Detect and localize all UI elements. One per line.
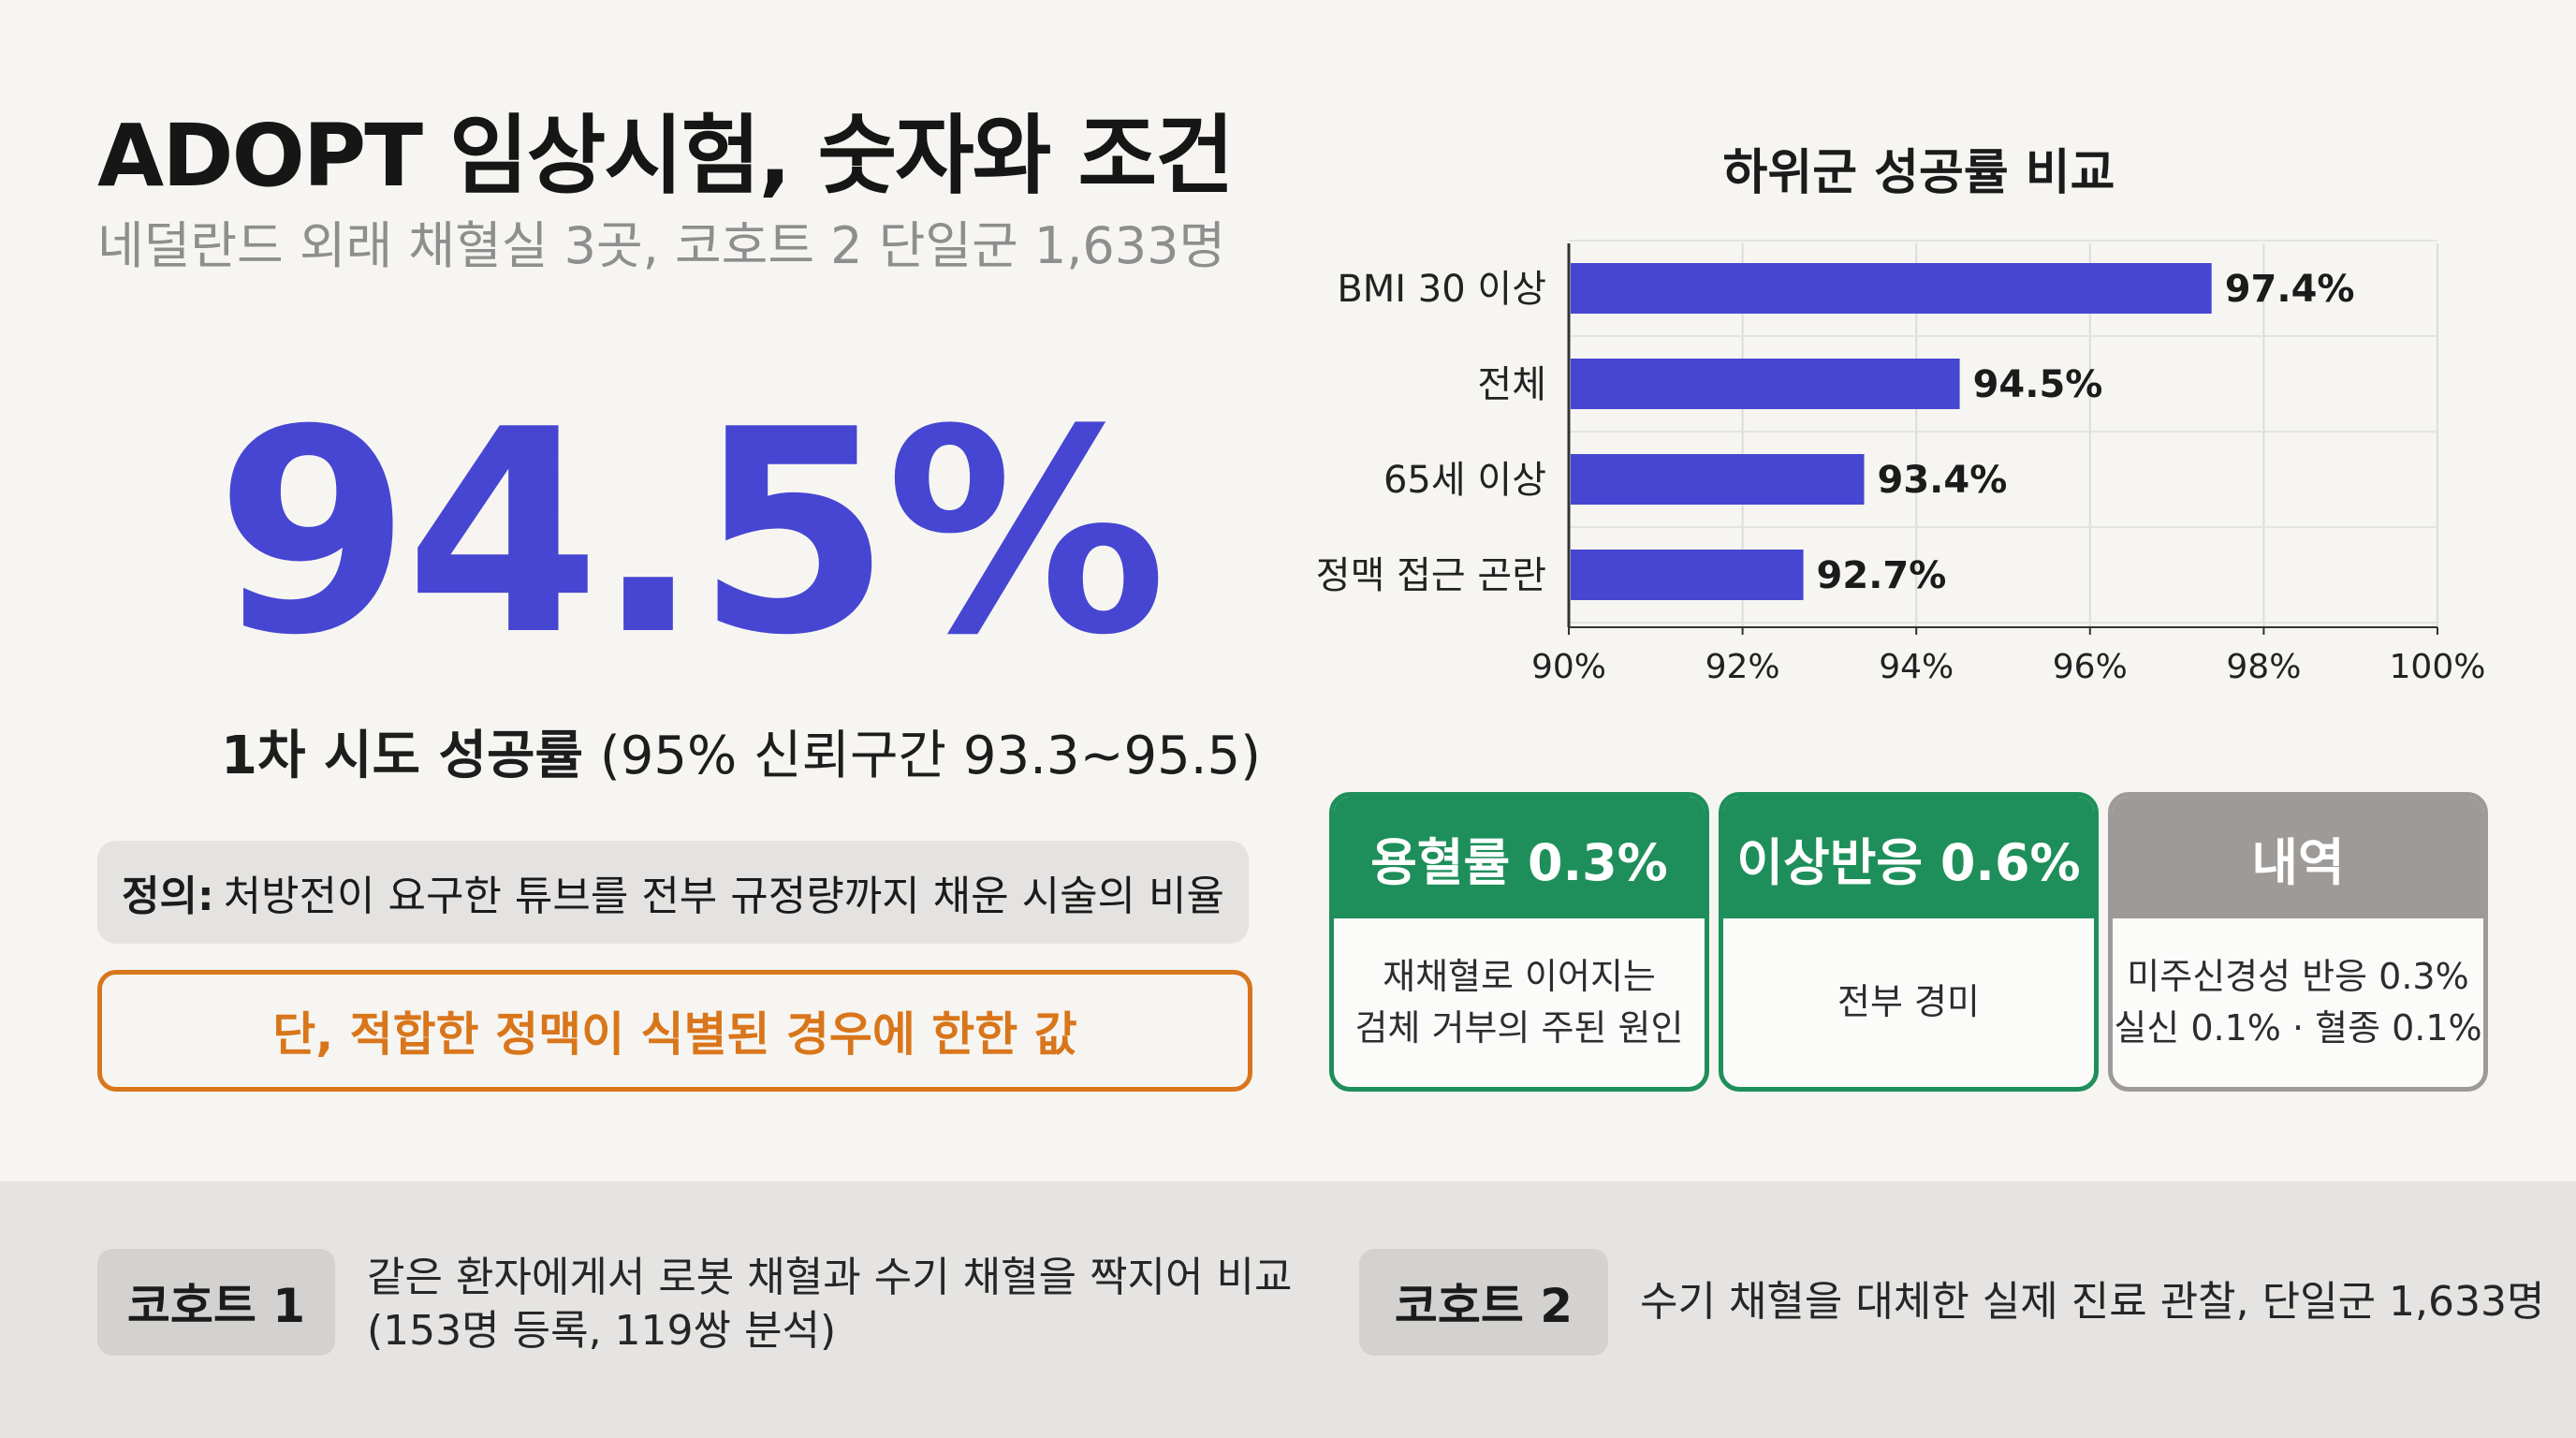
card-hemolysis-line: 검체 거부의 주된 원인 xyxy=(1354,1007,1684,1049)
card-adverse-events-header: 이상반응 0.6% xyxy=(1723,797,2094,918)
subgroup-bar-chart: 90% 92% 94% 96% 98% 100% BMI 30 이상 97.4% 전체 94.5%… xyxy=(1316,240,2486,686)
definition-label: 정의: xyxy=(122,873,214,920)
cohort-1-line: 같은 환자에게서 로봇 채혈과 수기 채혈을 짝지어 비교 xyxy=(367,1254,1293,1301)
chart-category-label: 정맥 접근 곤란 xyxy=(1316,554,1546,597)
chart-x-tick-label: 98% xyxy=(2226,648,2301,686)
caveat-box: 단, 적합한 정맥이 식별된 경우에 한한 값 xyxy=(97,970,1252,1092)
chart-bar xyxy=(1571,454,1865,505)
cohort-2-line: 수기 채혈을 대체한 실제 진료 관찰, 단일군 1,633명 xyxy=(1640,1278,2545,1326)
cohort-2-pill: 코호트 2 xyxy=(1359,1249,1608,1356)
headline-value: 94.5% xyxy=(215,370,1167,697)
chart-value-label: 93.4% xyxy=(1878,459,2008,502)
chart-x-tick-label: 94% xyxy=(1879,648,1954,686)
headline-label: 1차 시도 성공률 (95% 신뢰구간 93.3~95.5) xyxy=(221,713,1261,789)
card-breakdown: 내역 미주신경성 반응 0.3% 실신 0.1% · 혈종 0.1% xyxy=(2108,792,2488,1092)
cohort-1-line: (153명 등록, 119쌍 분석) xyxy=(367,1307,837,1356)
card-hemolysis: 용혈률 0.3% 재채혈로 이어지는 검체 거부의 주된 원인 xyxy=(1329,792,1709,1092)
card-hemolysis-header: 용혈률 0.3% xyxy=(1334,797,1705,918)
cohort-1-description: 같은 환자에게서 로봇 채혈과 수기 채혈을 짝지어 비교 (153명 등록, … xyxy=(367,1251,1292,1357)
headline-label-bold: 1차 시도 성공률 xyxy=(221,726,584,786)
cohort-1-pill: 코호트 1 xyxy=(97,1249,335,1356)
definition-text: 처방전이 요구한 튜브를 전부 규정량까지 채운 시술의 비율 xyxy=(223,873,1224,920)
chart-category-label: BMI 30 이상 xyxy=(1337,268,1546,311)
chart-title: 하위군 성공률 비교 xyxy=(1722,145,2115,201)
card-breakdown-body: 미주신경성 반응 0.3% 실신 0.1% · 혈종 0.1% xyxy=(2113,918,2483,1087)
page-title: ADOPT 임상시험, 숫자와 조건 xyxy=(97,106,1235,206)
chart-value-label: 97.4% xyxy=(2225,268,2355,311)
chart-bar xyxy=(1571,263,2212,314)
page-subtitle: 네덜란드 외래 채혈실 3곳, 코호트 2 단일군 1,633명 xyxy=(97,216,1226,275)
chart-bar xyxy=(1571,359,1960,409)
card-breakdown-header: 내역 xyxy=(2113,797,2483,918)
chart-bar xyxy=(1571,550,1804,600)
card-adverse-events-line: 전부 경미 xyxy=(1837,981,1980,1023)
chart-value-label: 94.5% xyxy=(1973,363,2103,406)
card-breakdown-line: 미주신경성 반응 0.3% xyxy=(2127,955,2469,997)
card-hemolysis-body: 재채혈로 이어지는 검체 거부의 주된 원인 xyxy=(1334,918,1705,1087)
footer-band xyxy=(0,1181,2576,1438)
headline-label-ci: (95% 신뢰구간 93.3~95.5) xyxy=(583,726,1262,786)
card-adverse-events-body: 전부 경미 xyxy=(1723,918,2094,1087)
card-breakdown-line: 실신 0.1% · 혈종 0.1% xyxy=(2114,1007,2482,1049)
chart-value-label: 92.7% xyxy=(1817,554,1947,597)
definition-box: 정의: 처방전이 요구한 튜브를 전부 규정량까지 채운 시술의 비율 xyxy=(97,841,1249,944)
cohort-2-description: 수기 채혈을 대체한 실제 진료 관찰, 단일군 1,633명 xyxy=(1640,1275,2545,1328)
chart-x-tick-label: 90% xyxy=(1531,648,1606,686)
chart-x-tick-label: 92% xyxy=(1705,648,1780,686)
card-hemolysis-line: 재채혈로 이어지는 xyxy=(1383,955,1656,997)
chart-x-tick-label: 96% xyxy=(2053,648,2128,686)
card-adverse-events: 이상반응 0.6% 전부 경미 xyxy=(1719,792,2099,1092)
chart-category-label: 전체 xyxy=(1477,363,1546,406)
chart-category-label: 65세 이상 xyxy=(1383,459,1546,502)
chart-x-tick-label: 100% xyxy=(2390,648,2486,686)
